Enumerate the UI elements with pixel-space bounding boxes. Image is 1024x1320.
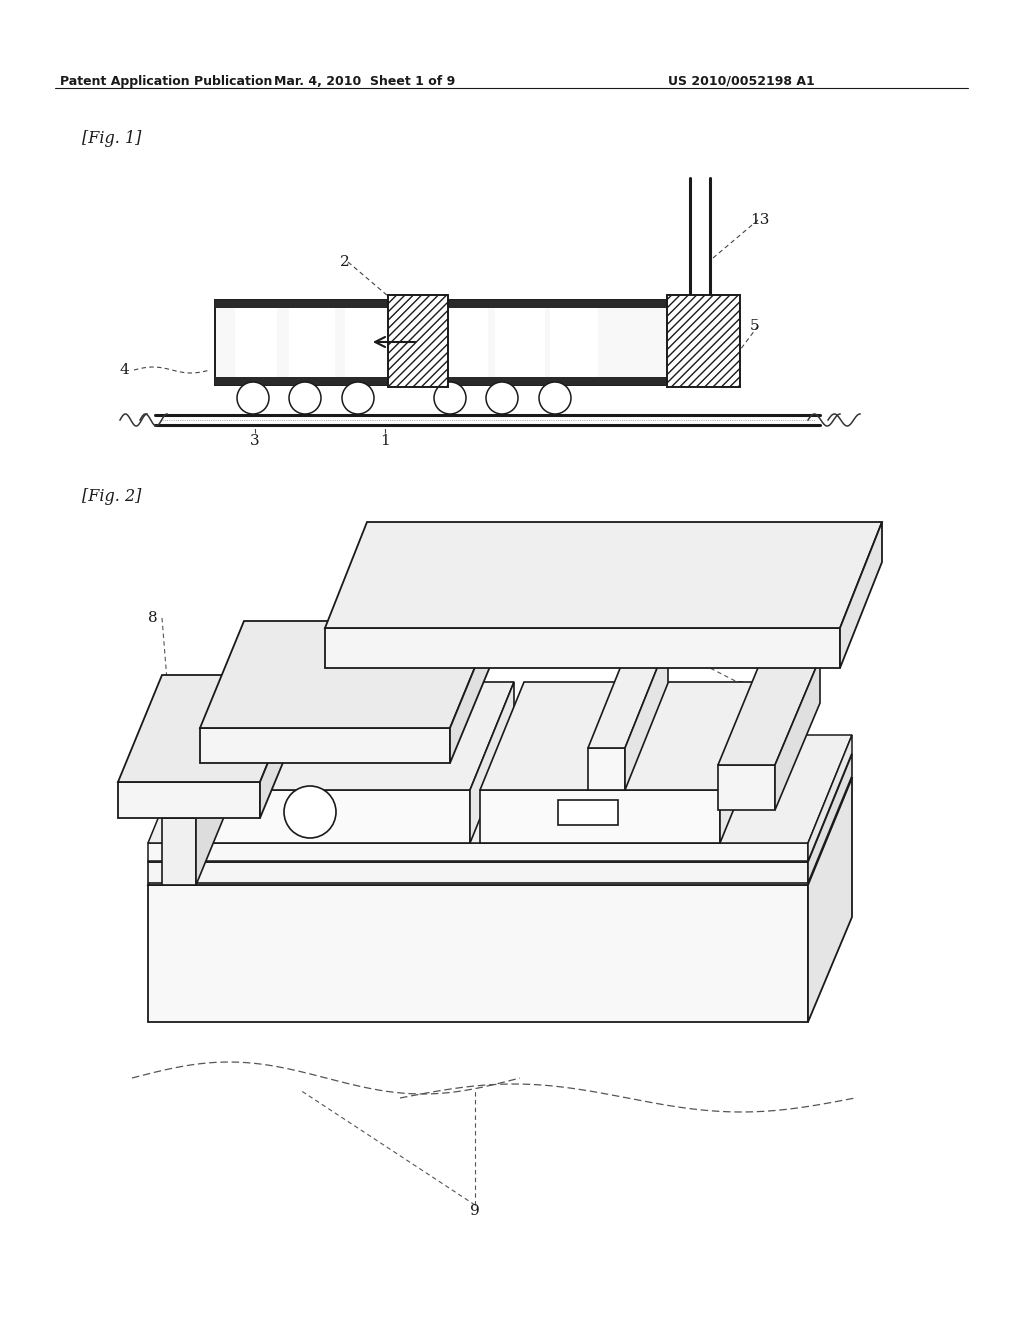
Text: [Fig. 2]: [Fig. 2] xyxy=(82,488,141,506)
Text: 9: 9 xyxy=(470,1204,480,1218)
Circle shape xyxy=(434,381,466,414)
Polygon shape xyxy=(345,308,392,378)
Text: 4: 4 xyxy=(120,363,130,378)
Polygon shape xyxy=(325,628,840,668)
Text: 1 0: 1 0 xyxy=(795,609,819,623)
Polygon shape xyxy=(495,308,545,378)
Circle shape xyxy=(539,381,571,414)
Circle shape xyxy=(342,381,374,414)
Polygon shape xyxy=(388,294,449,387)
Polygon shape xyxy=(215,300,670,308)
Polygon shape xyxy=(625,642,668,789)
Text: 13: 13 xyxy=(750,213,769,227)
Circle shape xyxy=(486,381,518,414)
Text: 2: 2 xyxy=(340,255,350,269)
Polygon shape xyxy=(720,682,764,843)
Polygon shape xyxy=(148,754,852,862)
Polygon shape xyxy=(437,308,488,378)
Polygon shape xyxy=(260,675,304,818)
Text: Patent Application Publication: Patent Application Publication xyxy=(60,75,272,88)
Polygon shape xyxy=(667,294,740,387)
Text: Mar. 4, 2010  Sheet 1 of 9: Mar. 4, 2010 Sheet 1 of 9 xyxy=(274,75,456,88)
Polygon shape xyxy=(175,682,514,789)
Polygon shape xyxy=(215,300,670,385)
Polygon shape xyxy=(718,766,775,810)
Polygon shape xyxy=(148,777,852,884)
Polygon shape xyxy=(234,308,278,378)
Polygon shape xyxy=(162,818,196,884)
Polygon shape xyxy=(148,735,852,843)
Polygon shape xyxy=(550,308,598,378)
Polygon shape xyxy=(718,657,820,766)
Polygon shape xyxy=(808,754,852,883)
Text: 7: 7 xyxy=(302,642,311,655)
Polygon shape xyxy=(775,657,820,810)
Polygon shape xyxy=(588,748,625,789)
Polygon shape xyxy=(289,308,335,378)
Circle shape xyxy=(289,381,321,414)
Text: 1: 1 xyxy=(380,434,390,447)
Polygon shape xyxy=(200,729,450,763)
Polygon shape xyxy=(588,642,668,748)
Polygon shape xyxy=(215,378,670,385)
Circle shape xyxy=(237,381,269,414)
Polygon shape xyxy=(175,789,470,843)
Circle shape xyxy=(284,785,336,838)
Text: 5: 5 xyxy=(750,319,760,333)
Polygon shape xyxy=(196,711,240,884)
Text: US 2010/0052198 A1: US 2010/0052198 A1 xyxy=(668,75,815,88)
Polygon shape xyxy=(808,735,852,861)
Polygon shape xyxy=(118,781,260,818)
Polygon shape xyxy=(840,521,882,668)
Text: 6: 6 xyxy=(735,681,744,696)
Polygon shape xyxy=(480,682,764,789)
Polygon shape xyxy=(148,843,808,861)
Polygon shape xyxy=(808,777,852,1022)
Polygon shape xyxy=(470,682,514,843)
Polygon shape xyxy=(148,862,808,883)
Polygon shape xyxy=(118,675,304,781)
Text: 8: 8 xyxy=(148,611,158,624)
Polygon shape xyxy=(200,620,494,729)
Text: [Fig. 1]: [Fig. 1] xyxy=(82,129,141,147)
Polygon shape xyxy=(162,711,240,818)
Polygon shape xyxy=(325,521,882,628)
Polygon shape xyxy=(480,789,720,843)
Polygon shape xyxy=(148,884,808,1022)
Polygon shape xyxy=(558,800,618,825)
Polygon shape xyxy=(450,620,494,763)
Text: 3: 3 xyxy=(250,434,260,447)
